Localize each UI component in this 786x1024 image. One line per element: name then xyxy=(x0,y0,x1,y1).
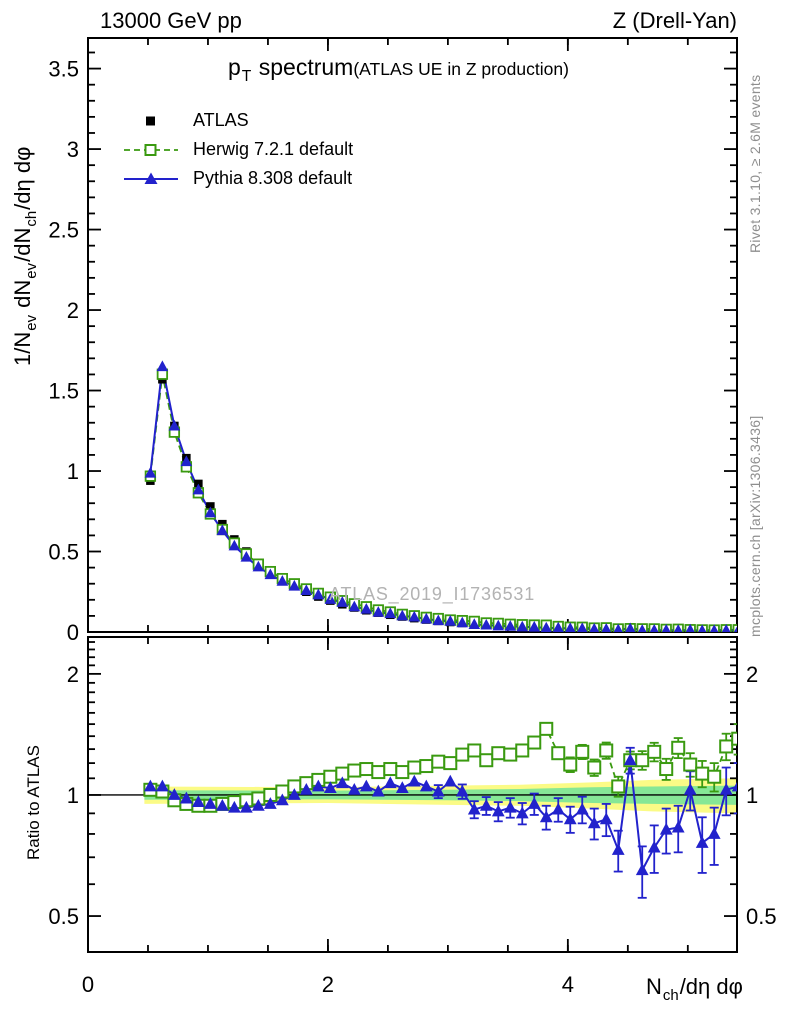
legend-item-label: Pythia 8.308 default xyxy=(193,168,353,188)
axis-ticks xyxy=(87,38,737,952)
tick-labels: 0 0.5 1 1.5 2 2.5 3 3.5 0.5 0.5 1 1 2 2 0 2 4 xyxy=(48,57,776,997)
rivet-version-note: Rivet 3.1.10, ≥ 2.6M events xyxy=(747,74,763,253)
main-y-tick-label: 0 xyxy=(67,620,79,645)
label-text: /dη dφ xyxy=(10,146,35,210)
process-label: Z (Drell-Yan) xyxy=(612,8,737,33)
plot-title-main: pT spectrum xyxy=(228,54,354,85)
label-subscript: ev xyxy=(22,262,40,279)
label-text: /dN xyxy=(10,227,35,262)
ratio-y-tick-label: 0.5 xyxy=(48,904,79,929)
ratio-y-tick-label-right: 2 xyxy=(746,662,758,687)
x-tick-label: 2 xyxy=(322,972,334,997)
main-y-tick-label: 1 xyxy=(67,459,79,484)
legend-item-herwig: Herwig 7.2.1 default xyxy=(122,135,353,164)
ratio-y-tick-label-right: 0.5 xyxy=(746,904,777,929)
analysis-id-watermark: ATLAS_2019_I1736531 xyxy=(329,584,536,604)
main-panel-frame xyxy=(87,37,738,633)
label-text: /dη dφ xyxy=(679,974,743,999)
label-text: spectrum xyxy=(252,54,354,80)
ratio-panel-frame xyxy=(87,636,738,953)
x-axis-title: Nch/dη dφ xyxy=(646,974,743,1004)
ratio-y-tick-label: 2 xyxy=(67,662,79,687)
main-y-tick-label: 3.5 xyxy=(48,57,79,82)
legend: ATLAS Herwig 7.2.1 default Pythia 8.308 de… xyxy=(122,106,353,193)
ratio-y-axis-title: Ratio to ATLAS xyxy=(24,745,43,860)
main-y-axis-title: 1/Nev dNev/dNch/dη dφ xyxy=(10,146,40,366)
ratio-series xyxy=(143,721,737,899)
plot-title: pT spectrum (ATLAS UE in Z production) xyxy=(228,54,569,85)
label-text: N xyxy=(646,974,662,999)
main-y-tick-label: 0.5 xyxy=(48,540,79,565)
filled-triangle-legend-marker-icon xyxy=(124,172,178,184)
x-tick-label: 0 xyxy=(82,972,94,997)
main-series xyxy=(144,360,737,632)
legend-item-label: Herwig 7.2.1 default xyxy=(193,139,354,159)
label-text: 1/N xyxy=(10,331,35,366)
pythia-ratio-markers xyxy=(144,753,737,876)
main-y-tick-label: 2.5 xyxy=(48,218,79,243)
label-subscript: ev xyxy=(22,314,40,331)
mcplots-reference-note: mcplots.cern.ch [arXiv:1306.3436] xyxy=(747,415,763,637)
main-y-tick-label: 3 xyxy=(67,137,79,162)
ratio-y-tick-label: 1 xyxy=(67,783,79,808)
ratio-y-tick-label-right: 1 xyxy=(746,783,758,808)
label-text: p xyxy=(228,54,241,80)
x-tick-label: 4 xyxy=(562,972,574,997)
filled-square-legend-marker-icon xyxy=(146,116,155,125)
legend-item-pythia: Pythia 8.308 default xyxy=(122,164,353,193)
open-square-legend-marker-icon xyxy=(124,143,178,156)
beam-energy-label: 13000 GeV pp xyxy=(100,8,242,33)
main-y-tick-label: 2 xyxy=(67,298,79,323)
pythia-ratio-line xyxy=(150,760,737,874)
label-subscript: ch xyxy=(22,210,40,227)
pythia-spectrum-markers xyxy=(144,360,737,632)
label-text: dN xyxy=(10,279,35,314)
plot-title-qualifier: (ATLAS UE in Z production) xyxy=(353,59,569,79)
main-y-tick-label: 1.5 xyxy=(48,379,79,404)
label-subscript: ch xyxy=(662,986,679,1004)
legend-item-label: ATLAS xyxy=(193,110,249,130)
legend-item-atlas: ATLAS xyxy=(122,106,353,135)
label-subscript: T xyxy=(241,67,252,85)
